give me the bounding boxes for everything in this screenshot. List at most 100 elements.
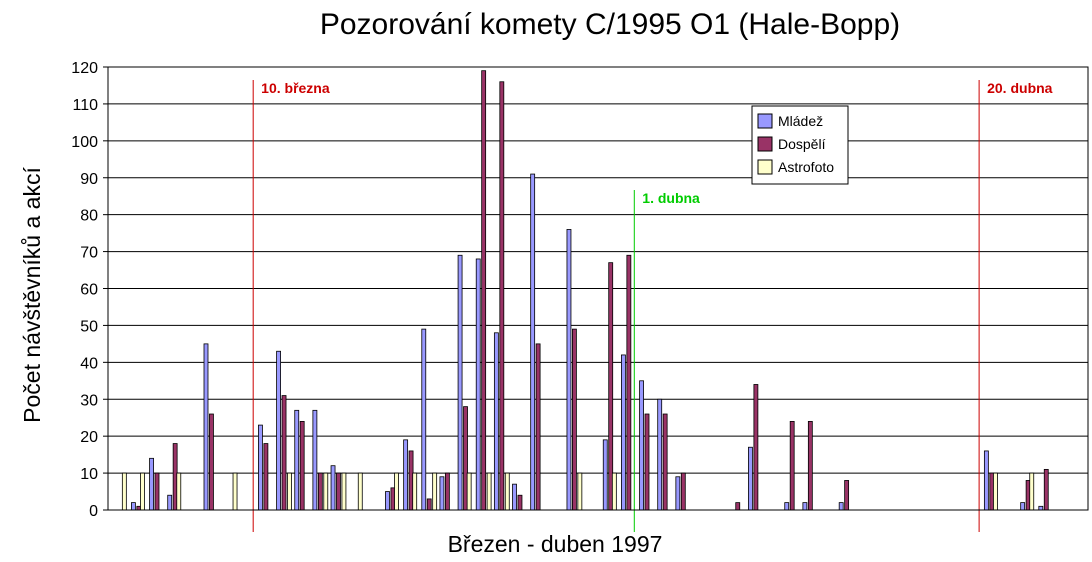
bar-dospeli (299, 420, 305, 511)
bar-mladez (493, 332, 499, 511)
bar-mladez (602, 439, 608, 511)
bar-mladez (276, 350, 281, 511)
bar-dospeli (426, 498, 432, 511)
bar-mladez (1038, 505, 1044, 511)
bar-mladez (621, 354, 626, 511)
bar-astrofoto (341, 472, 347, 511)
y-tick-labels: 0 10 20 30 40 50 60 70 80 90 100 110 120 (71, 60, 98, 520)
gridlines (103, 66, 1088, 511)
bar-astrofoto (1029, 472, 1035, 511)
y-tick-label: 120 (71, 60, 98, 77)
bar-dospeli (789, 420, 795, 511)
y-tick-label: 110 (72, 97, 98, 114)
bar-dospeli (735, 502, 741, 511)
bar-mladez (802, 502, 808, 511)
y-tick-label: 90 (80, 171, 98, 188)
bar-astrofoto (504, 472, 510, 511)
bar-mladez (530, 173, 536, 511)
bar-dospeli (844, 480, 850, 511)
bar-astrofoto (432, 472, 438, 511)
bar-mladez (149, 457, 154, 511)
bar-mladez (330, 465, 336, 511)
bar-astrofoto (232, 472, 238, 511)
bar-astrofoto (412, 472, 418, 511)
bar-mladez (439, 476, 445, 511)
y-tick-label: 30 (80, 392, 98, 409)
legend-entry: Astrofoto (778, 159, 834, 175)
bar-astrofoto (993, 472, 998, 511)
bar-mladez (983, 450, 989, 511)
bar-mladez (403, 439, 409, 511)
bar-mladez (748, 446, 753, 511)
bar-astrofoto (140, 472, 145, 511)
bar-mladez (639, 380, 644, 511)
bar-dospeli (662, 413, 668, 511)
bar-mladez (784, 502, 790, 511)
bar-dospeli (626, 254, 632, 511)
bar-dospeli (517, 494, 523, 511)
bar-astrofoto (611, 472, 617, 511)
bar-mladez (385, 491, 390, 511)
y-tick-label: 0 (89, 503, 98, 520)
bar-astrofoto (121, 472, 127, 511)
bar-mladez (566, 229, 572, 511)
bar-dospeli (572, 328, 577, 511)
bar-dospeli (481, 70, 487, 511)
bar-mladez (131, 502, 136, 511)
x-axis-label: Březen - duben 1997 (448, 531, 663, 557)
bar-dospeli (281, 395, 287, 511)
y-tick-label: 40 (80, 355, 98, 372)
bar-dospeli (499, 81, 505, 511)
annotation-label: 10. března (261, 80, 330, 96)
bar-astrofoto (577, 472, 583, 511)
bar-mladez (1020, 502, 1026, 511)
y-tick-label: 10 (80, 466, 98, 483)
bar-mladez (421, 328, 427, 511)
y-tick-label: 80 (80, 208, 98, 225)
y-tick-label: 20 (80, 429, 98, 446)
bar-astrofoto (287, 472, 292, 511)
bar-dospeli (263, 443, 269, 511)
bar-mladez (203, 343, 209, 511)
bar-dospeli (680, 472, 686, 511)
y-tick-label: 70 (80, 245, 98, 262)
plot-border (107, 66, 1089, 511)
bar-dospeli (317, 472, 323, 511)
chart-title: Pozorování komety C/1995 O1 (Hale-Bopp) (320, 8, 900, 41)
bar-dospeli (336, 472, 341, 511)
bar-astrofoto (466, 472, 472, 511)
legend-entry: Dospělí (778, 136, 826, 152)
legend: Mládež Dospělí Astrofoto (751, 105, 849, 185)
bar-mladez (512, 483, 517, 511)
bar-dospeli (1043, 468, 1049, 511)
bars (121, 70, 1049, 511)
bar-dospeli (154, 472, 160, 511)
bar-mladez (312, 409, 318, 511)
y-tick-label: 50 (80, 318, 98, 335)
bar-astrofoto (357, 472, 363, 511)
legend-swatch (757, 136, 773, 152)
bar-dospeli (444, 472, 450, 511)
bar-mladez (258, 424, 263, 511)
bar-mladez (475, 258, 481, 511)
y-tick-label: 60 (80, 282, 98, 299)
bar-mladez (294, 409, 300, 511)
bar-astrofoto (176, 472, 182, 511)
bar-mladez (457, 254, 463, 511)
bar-mladez (167, 494, 173, 511)
legend-swatch (757, 159, 773, 175)
bar-astrofoto (486, 472, 492, 511)
bar-mladez (675, 476, 681, 511)
annotation-label: 1. dubna (642, 190, 700, 206)
bar-dospeli (807, 420, 813, 511)
annotations: 10. března 1. dubna 20. dubna (252, 80, 1053, 532)
annotation-label: 20. dubna (987, 80, 1053, 96)
bar-dospeli (753, 384, 759, 511)
bar-dospeli (209, 413, 214, 511)
bar-dospeli (535, 343, 541, 511)
bar-mladez (838, 502, 844, 511)
legend-entry: Mládež (778, 113, 823, 129)
legend-swatch (757, 113, 773, 129)
bar-dospeli (644, 413, 650, 511)
y-axis-label: Počet návštěvníků a akcí (19, 167, 45, 423)
